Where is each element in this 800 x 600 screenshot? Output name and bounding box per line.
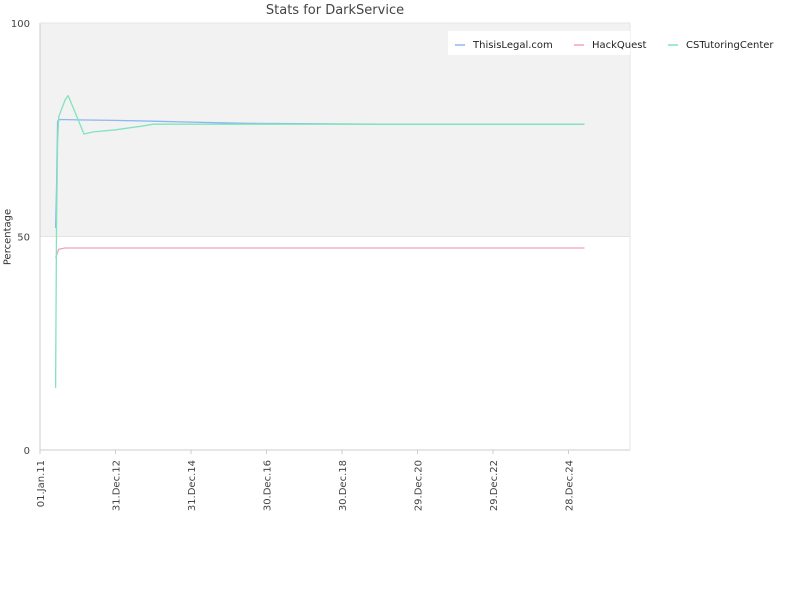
series-line-cstutoringcenter xyxy=(54,94,585,389)
legend-label: ThisisLegal.com xyxy=(472,40,553,51)
upper-band xyxy=(40,23,630,237)
x-tick-label: 30.Dec.16 xyxy=(262,460,273,511)
series-lines xyxy=(54,94,585,389)
x-tick-label: 28.Dec.24 xyxy=(564,460,575,511)
x-tick-label: 31.Dec.12 xyxy=(111,460,122,511)
y-tick-label: 50 xyxy=(17,233,30,244)
legend: ThisisLegal.com HackQuest CSTutoringCenter xyxy=(448,31,774,55)
x-tick-label: 01.Jan.11 xyxy=(36,460,47,507)
chart-title: Stats for DarkService xyxy=(265,3,405,18)
legend-box xyxy=(448,31,630,55)
x-tick-label: 29.Dec.22 xyxy=(489,460,500,511)
axes xyxy=(39,22,631,451)
legend-label: HackQuest xyxy=(592,40,647,51)
legend-label: CSTutoringCenter xyxy=(686,40,774,51)
plot-background xyxy=(40,23,630,237)
x-tick-label: 29.Dec.20 xyxy=(413,460,424,511)
x-tick-label: 30.Dec.18 xyxy=(338,460,349,511)
x-tick-labels: 01.Jan.11 31.Dec.12 31.Dec.14 30.Dec.16 30.D… xyxy=(36,450,575,511)
y-tick-labels: 0 50 100 xyxy=(11,19,30,457)
x-tick-label: 31.Dec.14 xyxy=(187,460,198,511)
y-tick-label: 0 xyxy=(24,446,30,457)
series-line-hackquest xyxy=(54,247,585,259)
y-tick-label: 100 xyxy=(11,19,30,30)
